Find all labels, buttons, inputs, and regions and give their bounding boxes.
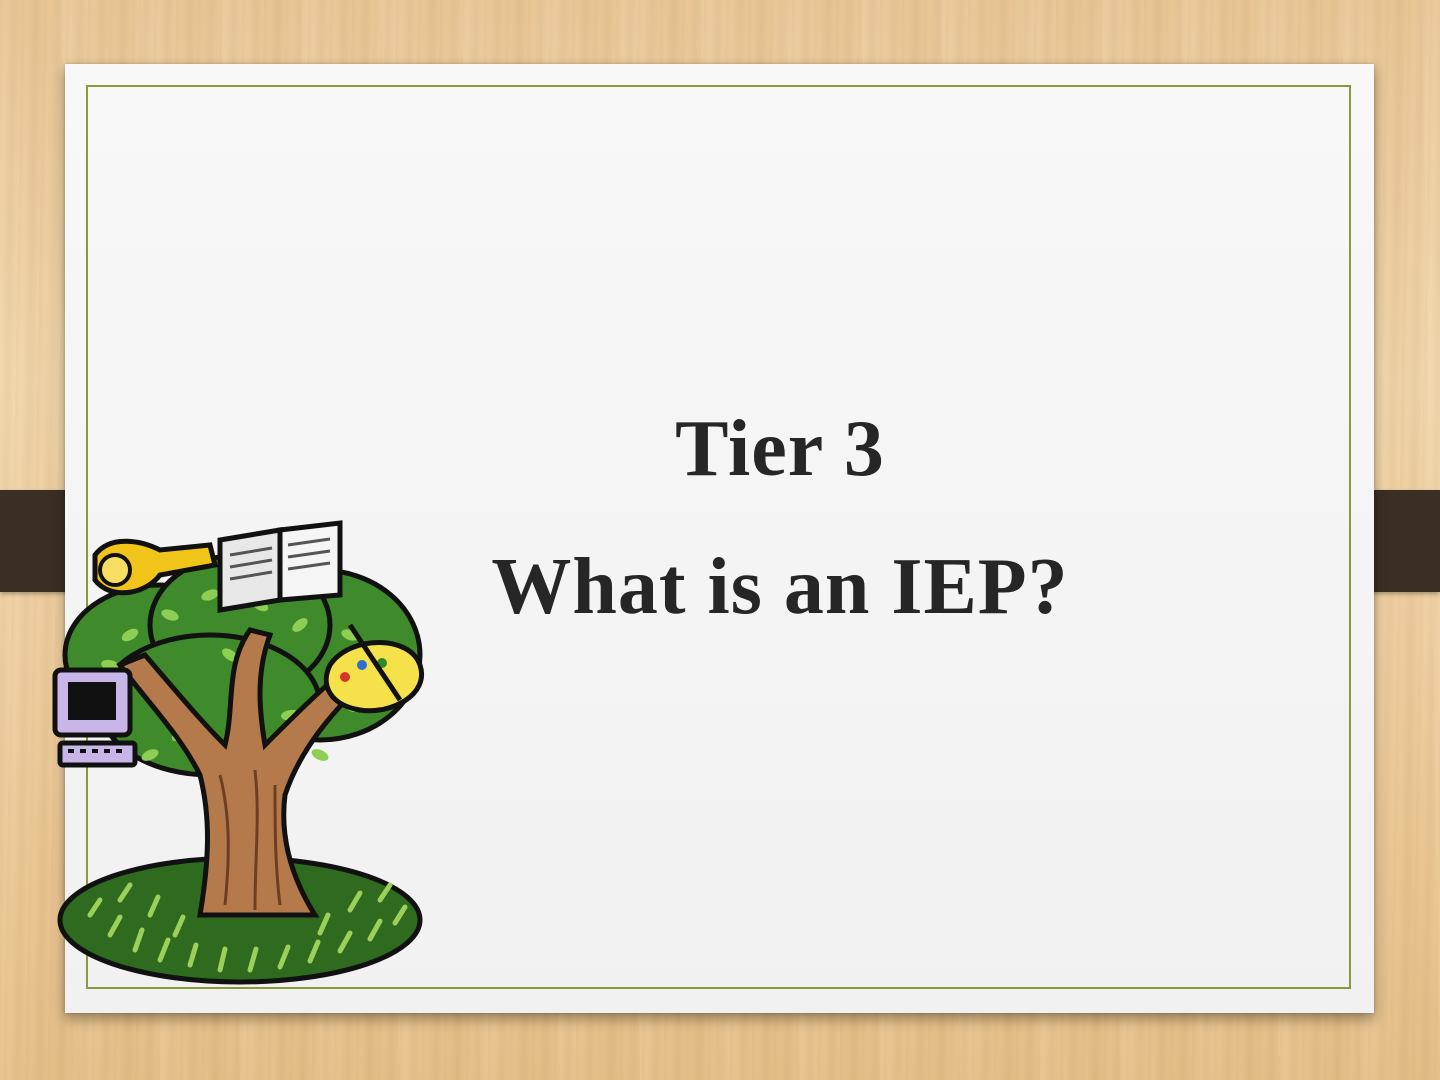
horn-icon: [92, 538, 219, 596]
trunk-lines: [218, 769, 282, 911]
title-line-2: What is an IEP?: [491, 543, 1069, 631]
open-book-icon: [217, 520, 343, 613]
grass-blades: [87, 882, 408, 973]
tree-trunk: [116, 627, 369, 918]
slide-border: [86, 85, 1351, 989]
computer-icon: [52, 667, 138, 768]
slide-title: Tier 3 What is an IEP?: [305, 380, 1255, 656]
tree-with-school-items-icon: [52, 520, 425, 985]
title-line-1: Tier 3: [675, 405, 885, 493]
paint-palette-icon: [323, 623, 425, 714]
